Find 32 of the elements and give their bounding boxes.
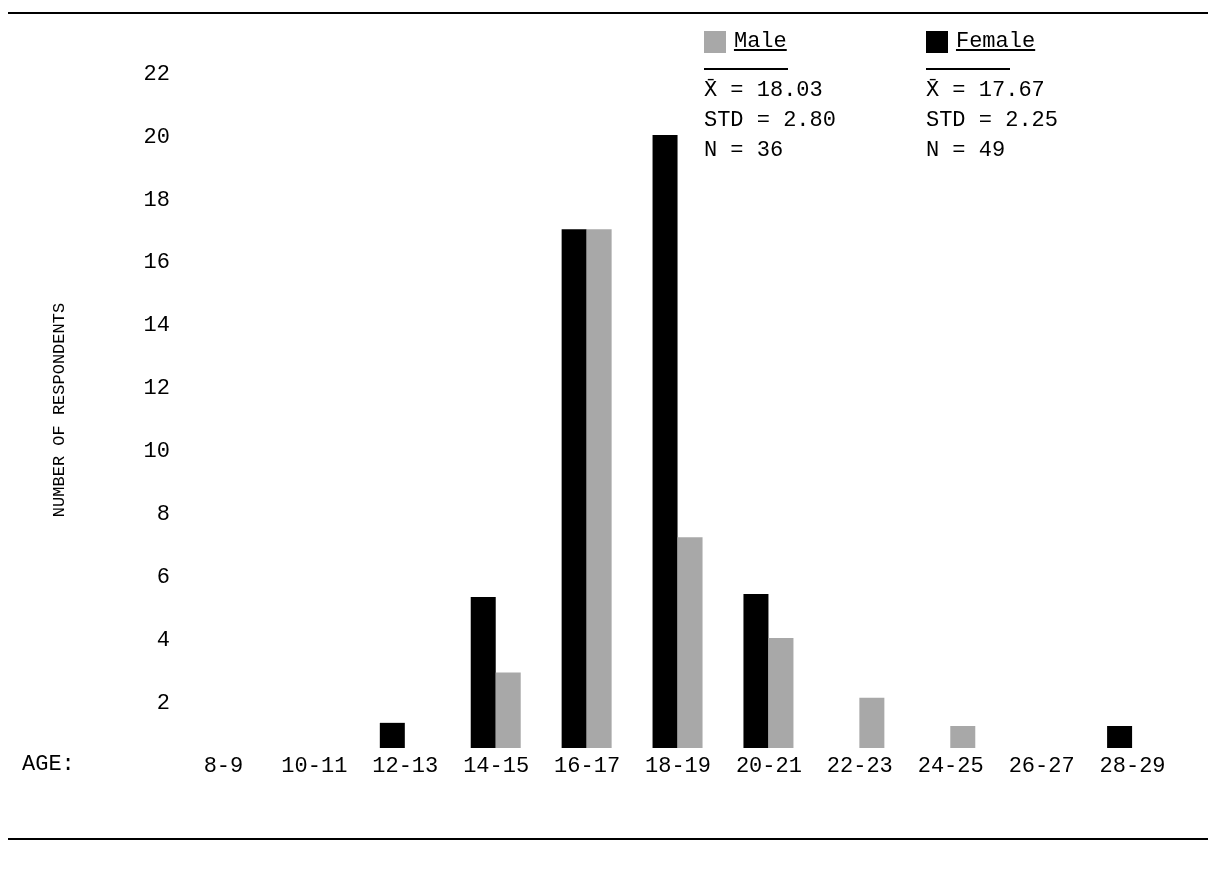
y-tick-label: 14 bbox=[143, 313, 170, 339]
x-tick-label: 8-9 bbox=[203, 753, 244, 779]
annotation: X̄ = 18.03 bbox=[703, 77, 823, 105]
annotation: STD = 2.25 bbox=[925, 107, 1058, 135]
y-tick-label: 20 bbox=[143, 124, 170, 150]
x-tick-label: 12-13 bbox=[372, 753, 439, 779]
annotation: X̄ = 17.67 bbox=[925, 77, 1045, 105]
y-tick-label: 4 bbox=[156, 627, 170, 653]
annotation: STD = 2.80 bbox=[703, 107, 836, 135]
y-tick-label: 10 bbox=[143, 439, 170, 465]
y-tick-label: 16 bbox=[143, 250, 170, 276]
x-tick-label: 28-29 bbox=[1099, 753, 1166, 779]
y-tick-label: 12 bbox=[143, 376, 170, 402]
x-tick-label: 22-23 bbox=[826, 753, 893, 779]
y-tick-label: 6 bbox=[156, 564, 170, 590]
x-tick-label: 10-11 bbox=[281, 753, 348, 779]
x-tick-label: 26-27 bbox=[1008, 753, 1075, 779]
y-axis-title: NUMBER OF RESPONDENTS bbox=[50, 302, 70, 518]
x-tick-label: 16-17 bbox=[554, 753, 621, 779]
x-tick-label: 20-21 bbox=[735, 753, 802, 779]
y-tick-label: 22 bbox=[143, 61, 170, 87]
x-tick-label: 18-19 bbox=[644, 753, 712, 779]
x-tick-label: 24-25 bbox=[917, 753, 984, 779]
x-tick-label: 14-15 bbox=[463, 753, 530, 779]
annotation: N = 36 bbox=[703, 137, 784, 165]
legend-label: Female bbox=[955, 29, 1036, 54]
legend-label: Male bbox=[733, 29, 787, 54]
y-tick-label: 8 bbox=[156, 502, 170, 527]
y-tick-label: 18 bbox=[143, 187, 170, 213]
y-tick-label: 2 bbox=[156, 690, 170, 716]
x-axis-title: AGE: bbox=[22, 752, 75, 777]
annotation: N = 49 bbox=[925, 137, 1006, 165]
